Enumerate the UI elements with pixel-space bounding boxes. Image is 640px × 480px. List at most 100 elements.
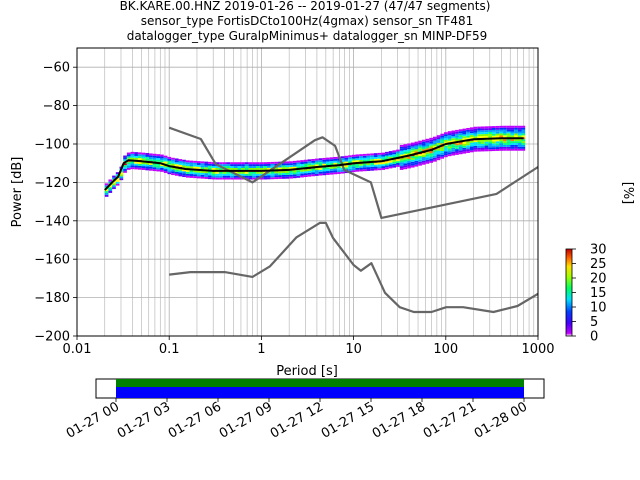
psd-cell xyxy=(425,152,430,155)
psd-cell xyxy=(503,125,507,128)
psd-cell xyxy=(263,175,268,178)
psd-cell xyxy=(274,161,279,164)
psd-cell xyxy=(484,135,489,138)
psd-cell xyxy=(167,156,172,159)
psd-cell xyxy=(289,170,293,173)
psd-cell xyxy=(185,175,190,178)
psd-cell xyxy=(270,163,275,166)
psd-cell xyxy=(267,173,271,176)
psd-cell xyxy=(219,162,223,165)
psd-cell xyxy=(521,125,526,128)
psd-cell xyxy=(326,157,330,160)
psd-cell xyxy=(517,148,522,151)
psd-cell xyxy=(285,174,290,177)
psd-cell xyxy=(163,167,168,170)
psd-cell xyxy=(436,158,441,161)
psd-cell xyxy=(451,147,456,150)
psd-cell xyxy=(178,159,183,162)
psd-cell xyxy=(196,163,201,165)
psd-cell xyxy=(444,141,448,144)
psd-cell xyxy=(484,134,489,136)
psd-cell xyxy=(300,171,304,174)
psd-cell xyxy=(281,173,286,175)
psd-cell xyxy=(517,139,522,142)
y-tick-label: −140 xyxy=(34,214,70,229)
psd-cell xyxy=(403,159,408,162)
psd-cell xyxy=(278,167,282,170)
psd-cell xyxy=(322,161,327,164)
psd-cell xyxy=(241,168,245,170)
psd-cell xyxy=(348,166,352,169)
psd-cell xyxy=(359,169,363,172)
psd-cell xyxy=(108,181,113,184)
psd-cell xyxy=(503,148,507,151)
psd-cell xyxy=(355,167,360,170)
psd-cell xyxy=(112,175,116,178)
psd-cell xyxy=(359,163,363,166)
psd-cell xyxy=(255,164,260,167)
psd-cell xyxy=(156,159,161,162)
psd-cell xyxy=(219,177,223,180)
psd-cell xyxy=(495,129,500,132)
psd-cell xyxy=(270,171,275,174)
psd-cell xyxy=(185,162,190,165)
psd-cell xyxy=(285,167,290,170)
psd-cell xyxy=(178,174,183,177)
x-tick-label: 0.1 xyxy=(159,342,180,357)
psd-cell xyxy=(366,157,371,160)
psd-cell xyxy=(510,133,515,136)
psd-cell xyxy=(211,167,216,170)
psd-cell xyxy=(447,148,452,151)
psd-cell xyxy=(193,174,197,177)
psd-cell xyxy=(267,165,271,168)
psd-cell xyxy=(477,136,481,139)
psd-cell xyxy=(340,160,345,163)
psd-cell xyxy=(270,173,275,176)
psd-cell xyxy=(226,166,231,168)
psd-cell xyxy=(455,139,459,142)
psd-cell xyxy=(466,129,470,132)
psd-cell xyxy=(410,156,415,158)
psd-cell xyxy=(425,148,430,151)
psd-cell xyxy=(484,132,489,135)
psd-cell xyxy=(440,154,445,157)
psd-cell xyxy=(499,129,504,132)
psd-cell xyxy=(355,165,360,168)
psd-cell xyxy=(477,128,481,131)
psd-cell xyxy=(418,159,422,162)
psd-cell xyxy=(421,149,426,152)
psd-cell xyxy=(506,144,511,147)
psd-cell xyxy=(230,166,234,168)
psd-cell xyxy=(141,156,146,159)
psd-cell xyxy=(252,166,256,168)
psd-cell xyxy=(440,143,445,146)
psd-cell xyxy=(444,136,448,138)
plot-background xyxy=(77,48,538,336)
psd-cell xyxy=(289,165,293,168)
psd-cell xyxy=(444,147,448,150)
psd-cell xyxy=(477,147,481,150)
psd-cell xyxy=(370,163,374,165)
psd-cell xyxy=(248,175,253,178)
psd-cell xyxy=(149,168,153,171)
psd-cell xyxy=(407,147,411,150)
y-axis-label: Power [dB] xyxy=(10,157,25,228)
psd-cell xyxy=(329,163,334,165)
psd-cell xyxy=(407,149,411,152)
psd-cell xyxy=(314,160,319,163)
psd-cell xyxy=(377,164,382,167)
psd-cell xyxy=(514,144,518,147)
psd-cell xyxy=(149,153,153,156)
psd-cell xyxy=(385,155,389,158)
psd-cell xyxy=(174,158,179,161)
psd-cell xyxy=(396,163,400,165)
psd-cell xyxy=(473,126,478,129)
colorbar-tick-label: 5 xyxy=(590,315,598,330)
psd-cell xyxy=(388,164,393,167)
psd-cell xyxy=(241,171,245,174)
psd-cell xyxy=(373,153,378,156)
x-tick-label: 100 xyxy=(433,342,458,357)
psd-cell xyxy=(510,139,515,142)
psd-cell xyxy=(289,174,293,177)
